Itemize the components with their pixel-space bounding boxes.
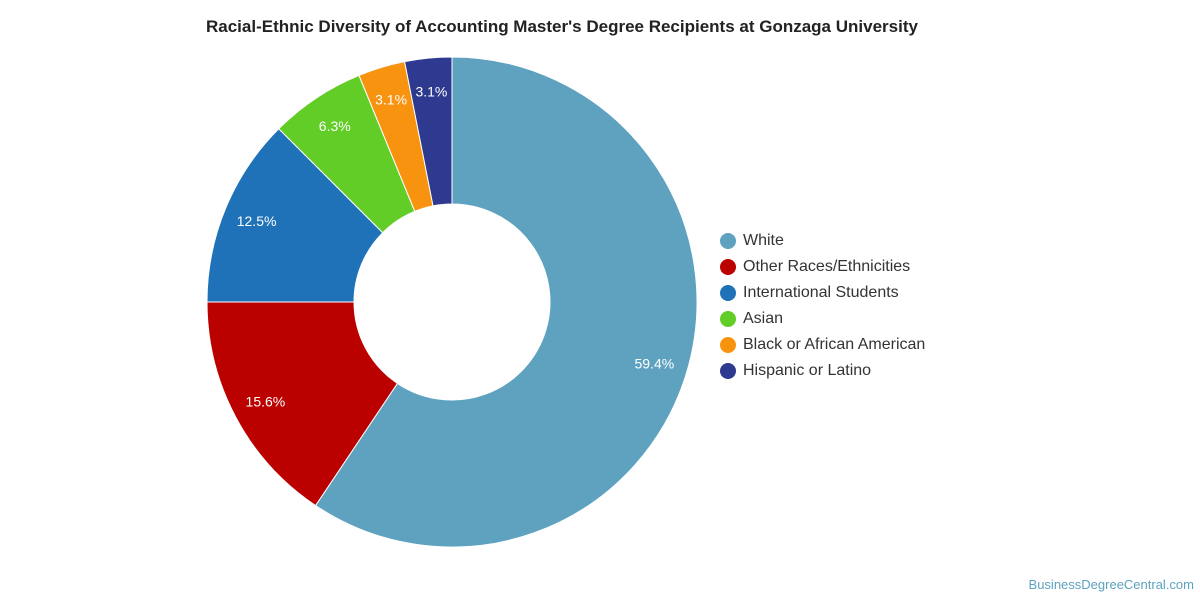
legend-swatch-white [720, 233, 736, 249]
slice-white[interactable] [314, 56, 698, 548]
slice-label-international-students: 12.5% [237, 213, 277, 229]
slice-label-other-races-ethnicities: 15.6% [246, 394, 286, 410]
donut-slices [206, 56, 698, 548]
slice-label-asian: 6.3% [319, 118, 351, 134]
slice-labels: 59.4% 15.6% 12.5% 6.3% 3.1% 3.1% [237, 84, 674, 410]
slice-label-white: 59.4% [634, 356, 674, 372]
legend-label-asian: Asian [743, 310, 784, 327]
legend-item-black-or-african-american[interactable]: Black or African American [720, 332, 925, 358]
legend-item-white[interactable]: White [720, 228, 925, 254]
legend-label-hispanic-or-latino: Hispanic or Latino [743, 362, 872, 379]
legend-swatch-other-races-ethnicities [720, 259, 736, 275]
legend-label-white: White [743, 232, 784, 249]
slice-other-races-ethnicities[interactable] [206, 301, 399, 507]
legend-swatch-international-students [720, 285, 736, 301]
slice-label-black-or-african-american: 3.1% [375, 91, 407, 107]
legend-label-other-races-ethnicities: Other Races/Ethnicities [743, 258, 911, 275]
legend-label-international-students: International Students [743, 284, 899, 301]
slice-hispanic-or-latino[interactable] [403, 56, 453, 207]
chart-title: Racial-Ethnic Diversity of Accounting Ma… [206, 17, 918, 36]
slice-international-students[interactable] [206, 128, 384, 303]
slice-label-hispanic-or-latino: 3.1% [415, 84, 447, 100]
legend-label-black-or-african-american: Black or African American [743, 336, 926, 353]
legend-item-hispanic-or-latino[interactable]: Hispanic or Latino [720, 358, 925, 384]
chart-legend: White Other Races/Ethnicities Internationa… [720, 228, 925, 384]
legend-swatch-black-or-african-american [720, 337, 736, 353]
legend-item-other-races-ethnicities[interactable]: Other Races/Ethnicities [720, 254, 925, 280]
legend-item-asian[interactable]: Asian [720, 306, 925, 332]
legend-swatch-hispanic-or-latino [720, 363, 736, 379]
legend-item-international-students[interactable]: International Students [720, 280, 925, 306]
legend-swatch-asian [720, 311, 736, 327]
source-credit[interactable]: BusinessDegreeCentral.com [1028, 577, 1194, 592]
